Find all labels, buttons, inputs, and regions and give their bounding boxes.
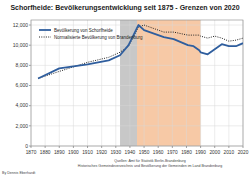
x-tick [101,146,102,148]
x-tick-label: 1870 [26,150,37,155]
x-tick [31,146,32,148]
plot-frame [31,20,243,146]
grid-line [186,20,187,146]
x-tick-label: 1930 [110,150,121,155]
x-tick [172,146,173,148]
grid-line [158,20,159,146]
x-tick [45,146,46,148]
x-tick-label: 1950 [139,150,150,155]
legend-swatch [39,37,51,38]
grid-line [31,105,243,106]
x-tick-label: 1970 [167,150,178,155]
legend-label: Normalisierte Bevölkerung von Brandenbur… [54,35,143,40]
legend-label: Bevölkerung von Schorfheide [54,28,113,33]
chart: Schorfheide: Bevölkerungsentwicklung sei… [0,0,250,177]
grid-line [228,20,229,146]
x-tick [243,146,244,148]
x-tick [115,146,116,148]
y-tick-label: 12,000 [13,22,29,28]
y-tick-label: 2,000 [15,123,28,129]
y-tick-label: 8,000 [15,62,28,68]
x-tick-label: 1910 [82,150,93,155]
x-tick-label: 2000 [209,150,220,155]
grid-line [31,85,243,86]
x-tick-label: 1880 [40,150,51,155]
source-note: Historisches Gemeindeverzeichnis und Bev… [78,164,222,168]
x-tick-label: 1940 [125,150,136,155]
x-tick-label: 1980 [181,150,192,155]
x-tick-label: 2020 [238,150,249,155]
grid-line [45,20,46,146]
series-line [38,25,243,78]
x-tick-label: 2010 [224,150,235,155]
grid-line [31,45,243,46]
y-tick-label: 4,000 [15,102,28,108]
y-tick-label: 0 [25,143,28,149]
x-tick-label: 1890 [54,150,65,155]
x-tick [158,146,159,148]
x-tick-label: 1900 [68,150,79,155]
x-tick [59,146,60,148]
grid-line [144,20,145,146]
grid-line [31,25,243,26]
series-line [38,25,243,78]
author-note: By Dennis Eberhardt [2,171,35,175]
x-tick [129,146,130,148]
x-tick [214,146,215,148]
grid-line [31,125,243,126]
x-tick-label: 1990 [195,150,206,155]
source-note: Quellen: Amt für Statistik Berlin-Brande… [114,159,186,163]
y-tick-label: 6,000 [15,82,28,88]
title: Schorfheide: Bevölkerungsentwicklung sei… [10,4,239,12]
lines [38,25,243,78]
x-tick-label: 1920 [96,150,107,155]
grid-line [200,20,201,146]
legend-swatch [39,29,51,31]
x-tick [200,146,201,148]
grid-line [31,65,243,66]
y-tick-label: 10,000 [13,42,29,48]
x-tick-label: 1960 [153,150,164,155]
x-tick [87,146,88,148]
grid-line [214,20,215,146]
x-tick [144,146,145,148]
x-tick [73,146,74,148]
x-tick [186,146,187,148]
x-tick [228,146,229,148]
